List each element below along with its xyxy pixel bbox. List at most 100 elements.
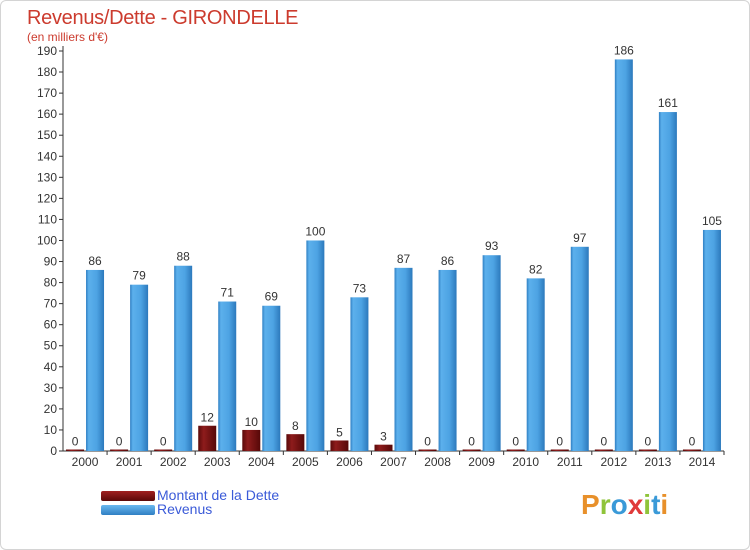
bar-debt <box>198 425 217 451</box>
data-label-revenue: 79 <box>132 269 146 283</box>
data-label-revenue: 161 <box>658 96 678 110</box>
y-tick-label: 190 <box>37 44 57 58</box>
bar-revenue <box>614 59 633 451</box>
data-label-revenue: 86 <box>441 254 455 268</box>
bar-revenue <box>570 246 589 451</box>
x-tick-label: 2001 <box>116 455 143 469</box>
x-tick-label: 2004 <box>248 455 275 469</box>
data-label-revenue: 87 <box>397 252 411 266</box>
data-label-revenue: 69 <box>265 290 279 304</box>
chart-title: Revenus/Dette - GIRONDELLE <box>27 7 299 29</box>
data-label-debt: 3 <box>380 430 387 444</box>
bar-debt <box>550 449 569 451</box>
bar-debt <box>154 449 173 451</box>
bar-revenue <box>262 305 281 451</box>
logo-letter: P <box>581 489 600 520</box>
bar-debt <box>66 449 85 451</box>
y-tick-label: 50 <box>44 339 58 353</box>
x-tick-label: 2003 <box>204 455 231 469</box>
bar-debt <box>110 449 129 451</box>
data-label-debt: 0 <box>72 435 79 449</box>
legend-swatch-debt <box>101 491 155 501</box>
data-label-debt: 0 <box>424 435 431 449</box>
data-label-revenue: 186 <box>614 43 634 57</box>
y-tick-label: 150 <box>37 128 57 142</box>
x-tick-label: 2011 <box>557 455 583 469</box>
data-label-debt: 0 <box>160 435 167 449</box>
y-tick-label: 120 <box>37 191 57 205</box>
x-tick-label: 2009 <box>468 455 495 469</box>
data-label-revenue: 82 <box>529 262 543 276</box>
y-tick-label: 60 <box>44 318 58 332</box>
data-label-debt: 8 <box>292 419 299 433</box>
x-tick-label: 2000 <box>72 455 99 469</box>
data-label-debt: 0 <box>689 435 696 449</box>
data-label-revenue: 73 <box>353 281 367 295</box>
bar-debt <box>682 449 701 451</box>
y-tick-label: 80 <box>44 276 58 290</box>
bar-revenue <box>394 267 413 451</box>
y-tick-label: 40 <box>44 360 58 374</box>
x-tick-label: 2010 <box>512 455 539 469</box>
data-label-debt: 12 <box>201 411 215 425</box>
y-tick-label: 100 <box>37 233 57 247</box>
data-label-debt: 0 <box>556 435 563 449</box>
logo-letter: i <box>643 489 652 520</box>
data-label-debt: 0 <box>600 435 607 449</box>
data-label-debt: 0 <box>645 435 652 449</box>
bar-debt <box>374 444 393 451</box>
bar-debt <box>242 429 261 451</box>
y-tick-label: 130 <box>37 170 57 184</box>
y-tick-label: 10 <box>44 423 58 437</box>
bar-debt <box>638 449 657 451</box>
data-label-debt: 10 <box>245 415 259 429</box>
data-label-revenue: 100 <box>305 224 325 238</box>
bar-revenue <box>350 297 369 451</box>
legend-swatch-revenue <box>101 505 155 515</box>
bar-debt <box>330 440 349 451</box>
logo-letter: t <box>651 489 661 520</box>
bar-revenue <box>658 112 677 451</box>
bar-revenue <box>702 229 721 451</box>
y-tick-label: 110 <box>38 212 57 226</box>
bar-revenue <box>174 265 193 451</box>
data-label-revenue: 93 <box>485 239 499 253</box>
bar-revenue <box>526 278 545 451</box>
y-tick-label: 70 <box>44 297 58 311</box>
y-tick-label: 160 <box>37 107 57 121</box>
data-label-debt: 0 <box>512 435 519 449</box>
data-label-revenue: 105 <box>702 214 722 228</box>
data-label-revenue: 88 <box>176 250 190 264</box>
bar-revenue <box>438 269 457 451</box>
x-tick-label: 2012 <box>600 455 627 469</box>
x-tick-label: 2007 <box>380 455 407 469</box>
data-label-debt: 5 <box>336 425 343 439</box>
bar-revenue <box>306 240 325 451</box>
bar-debt <box>462 449 481 451</box>
bar-revenue <box>482 255 501 451</box>
x-tick-label: 2006 <box>336 455 363 469</box>
bar-revenue <box>86 269 105 451</box>
x-tick-label: 2002 <box>160 455 187 469</box>
data-label-debt: 0 <box>116 435 123 449</box>
bar-debt <box>418 449 437 451</box>
bar-revenue <box>130 284 149 451</box>
logo-letter: x <box>627 489 644 520</box>
chart-subtitle: (en milliers d'€) <box>27 30 108 44</box>
y-tick-label: 30 <box>44 381 58 395</box>
bar-revenue <box>218 301 237 451</box>
y-tick-label: 140 <box>37 149 57 163</box>
bar-debt <box>286 434 305 451</box>
x-tick-label: 2013 <box>645 455 672 469</box>
y-tick-label: 20 <box>44 402 58 416</box>
bar-debt <box>506 449 525 451</box>
data-label-revenue: 97 <box>573 231 587 245</box>
y-tick-label: 90 <box>44 255 58 269</box>
y-tick-label: 180 <box>37 65 57 79</box>
y-tick-label: 0 <box>50 444 57 458</box>
x-tick-label: 2008 <box>424 455 451 469</box>
logo-letter: r <box>599 489 611 520</box>
proxiti-logo: Proxiti <box>581 489 668 521</box>
x-tick-label: 2005 <box>292 455 319 469</box>
